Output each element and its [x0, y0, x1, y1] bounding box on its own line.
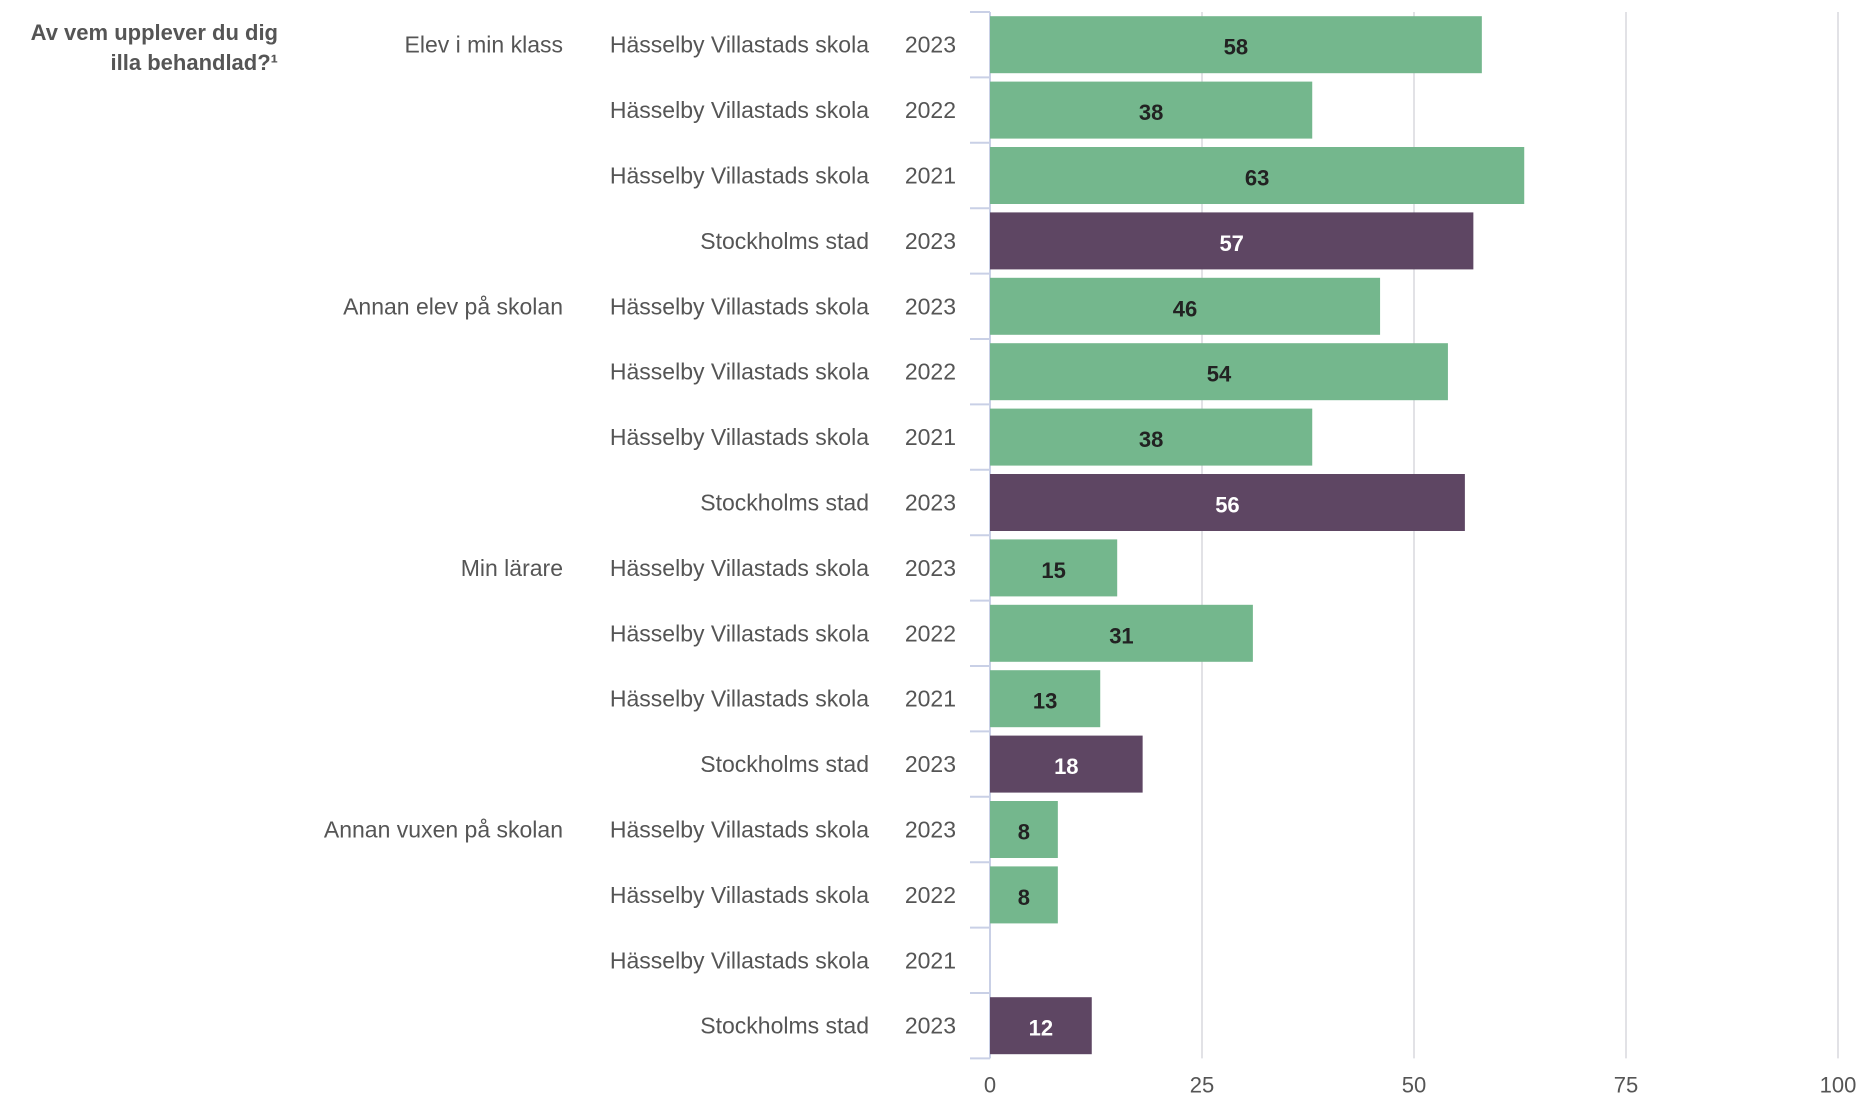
bar-value-label: 8 [1018, 885, 1030, 910]
bar-value-label: 56 [1215, 493, 1239, 518]
year-label: 2021 [905, 424, 956, 450]
x-tick-label: 100 [1820, 1072, 1857, 1097]
year-label: 2021 [905, 947, 956, 973]
entity-label: Stockholms stad [700, 1013, 869, 1039]
entity-label: Hässelby Villastads skola [610, 163, 869, 189]
x-tick-label: 50 [1402, 1072, 1426, 1097]
bar-value-label: 12 [1029, 1016, 1053, 1041]
entity-label: Hässelby Villastads skola [610, 359, 869, 385]
bar [990, 670, 1101, 728]
entity-label: Hässelby Villastads skola [610, 882, 869, 908]
entity-label: Hässelby Villastads skola [610, 817, 869, 843]
bar-value-label: 13 [1033, 689, 1057, 714]
bar-value-label: 15 [1041, 558, 1065, 583]
year-label: 2022 [905, 882, 956, 908]
bar [990, 735, 1143, 793]
group-label: Min lärare [461, 555, 563, 581]
entity-label: Hässelby Villastads skola [610, 97, 869, 123]
bar [990, 408, 1313, 466]
year-label: 2023 [905, 228, 956, 254]
bar [990, 147, 1525, 204]
entity-label: Stockholms stad [700, 751, 869, 777]
bar [990, 277, 1381, 335]
bar-value-label: 38 [1139, 427, 1163, 452]
entity-label: Stockholms stad [700, 228, 869, 254]
year-label: 2022 [905, 620, 956, 646]
bar-value-label: 31 [1109, 623, 1133, 648]
bar [990, 997, 1092, 1055]
bar [990, 866, 1058, 924]
chart-title-line-1: Av vem upplever du dig [31, 20, 278, 45]
year-label: 2023 [905, 1013, 956, 1039]
year-label: 2023 [905, 751, 956, 777]
entity-label: Hässelby Villastads skola [610, 947, 869, 973]
y-axis [970, 11, 991, 1060]
bar-value-label: 58 [1224, 35, 1248, 60]
bar [990, 474, 1465, 531]
bar [990, 16, 1482, 74]
entity-label: Hässelby Villastads skola [610, 686, 869, 712]
chart-title-line-2: illa behandlad?¹ [111, 50, 278, 75]
group-label: Annan elev på skolan [343, 293, 563, 319]
row-labels: Elev i min klass Hässelby Villastads skol… [324, 32, 956, 1039]
entity-label: Hässelby Villastads skola [610, 32, 869, 58]
year-label: 2022 [905, 359, 956, 385]
entity-label: Stockholms stad [700, 490, 869, 516]
year-label: 2021 [905, 163, 956, 189]
chart-title: Av vem upplever du dig illa behandlad?¹ [31, 20, 278, 75]
entity-label: Hässelby Villastads skola [610, 293, 869, 319]
x-tick-label: 25 [1190, 1072, 1214, 1097]
bar [990, 801, 1058, 858]
group-label: Annan vuxen på skolan [324, 817, 563, 843]
entity-label: Hässelby Villastads skola [610, 620, 869, 646]
bar-value-label: 54 [1207, 362, 1232, 387]
entity-label: Hässelby Villastads skola [610, 555, 869, 581]
bar-value-label: 46 [1173, 296, 1197, 321]
bar [990, 212, 1474, 270]
year-label: 2023 [905, 32, 956, 58]
year-label: 2022 [905, 97, 956, 123]
bar-value-label: 18 [1054, 754, 1078, 779]
x-tick-label: 75 [1614, 1072, 1638, 1097]
bar [990, 81, 1313, 139]
group-label: Elev i min klass [405, 32, 563, 58]
bars: 58 38 63 57 46 54 38 56 15 31 13 18 8 8 12 [990, 16, 1525, 1055]
x-tick-label: 0 [984, 1072, 996, 1097]
bar [990, 604, 1253, 662]
bar [990, 343, 1448, 401]
bar-value-label: 63 [1245, 166, 1269, 191]
year-label: 2021 [905, 686, 956, 712]
year-label: 2023 [905, 817, 956, 843]
year-label: 2023 [905, 490, 956, 516]
bar-value-label: 38 [1139, 100, 1163, 125]
year-label: 2023 [905, 293, 956, 319]
bar [990, 539, 1118, 597]
bar-value-label: 57 [1219, 231, 1243, 256]
year-label: 2023 [905, 555, 956, 581]
entity-label: Hässelby Villastads skola [610, 424, 869, 450]
bar-value-label: 8 [1018, 820, 1030, 845]
x-axis-ticks: 0 25 50 75 100 [984, 1072, 1856, 1097]
